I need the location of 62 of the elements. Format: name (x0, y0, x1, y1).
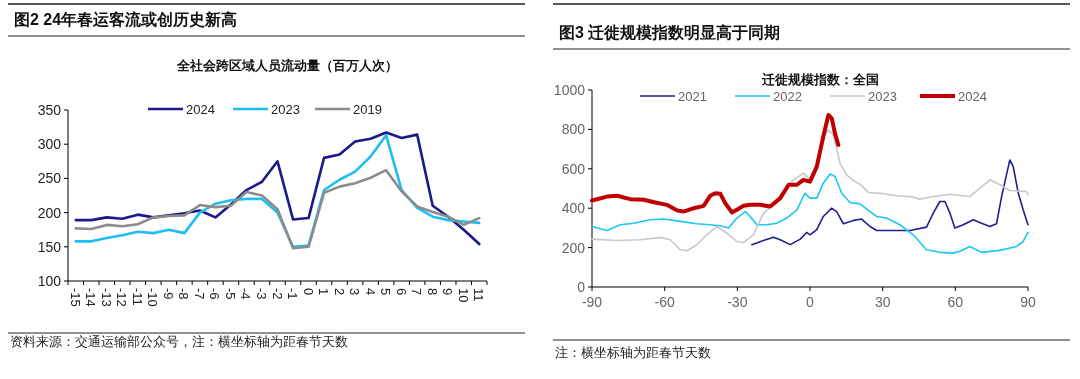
y-tick-label: 600 (561, 160, 586, 177)
x-tick-label: 30 (874, 294, 891, 310)
x-tick-label: -13 (98, 288, 114, 307)
y-tick-label: 150 (37, 238, 62, 255)
y-tick-label: 200 (561, 239, 586, 256)
x-tick-label: -2 (269, 288, 285, 300)
x-tick-label: 4 (362, 288, 378, 296)
x-tick-label: -6 (207, 288, 223, 300)
x-tick-label: -4 (238, 288, 254, 300)
line-series (591, 173, 1029, 254)
y-tick-label: 800 (561, 121, 586, 138)
x-tick-label: -12 (114, 288, 130, 307)
x-tick-label: 6 (393, 288, 409, 296)
x-tick-label: 1 (316, 288, 332, 296)
legend-label: 2019 (353, 102, 382, 117)
line-series (590, 113, 841, 215)
x-tick-label: -9 (160, 288, 176, 300)
x-tick-label: -60 (654, 294, 675, 310)
x-tick-label: -10 (145, 288, 161, 307)
x-tick-label: 5 (378, 288, 394, 296)
chart-title: 图2 24年春运客流或创历史新高 (14, 10, 238, 28)
x-tick-label: 2 (331, 288, 347, 296)
line-series (74, 168, 481, 250)
x-tick-label: 7 (409, 288, 425, 296)
text: 注：横坐标轴为距春节天数 (555, 345, 711, 360)
x-tick-label: 11 (471, 288, 487, 302)
x-tick-label: 3 (347, 288, 363, 296)
y-tick-label: 400 (561, 200, 586, 217)
legend-label: 2022 (773, 89, 802, 104)
x-tick-label: -8 (176, 288, 192, 300)
legend-label: 2024 (958, 89, 987, 104)
x-tick-label: -90 (581, 294, 603, 310)
x-tick-label: 9 (440, 288, 456, 296)
legend-label: 2021 (678, 89, 707, 104)
x-tick-label: -3 (253, 288, 269, 300)
x-tick-label: 8 (424, 288, 440, 296)
y-tick-label: 100 (37, 273, 62, 289)
y-tick-label: 350 (37, 102, 62, 118)
x-tick-label: 0 (300, 288, 316, 296)
text: 资料来源：交通运输部公众号，注：横坐标轴为距春节天数 (10, 334, 348, 349)
x-tick-label: -30 (727, 294, 748, 310)
x-tick-label: -11 (129, 288, 145, 306)
x-tick-label: 90 (1020, 294, 1036, 310)
y-tick-label: 250 (37, 170, 62, 187)
chart-subtitle: 全社会跨区域人员流动量（百万人次） (176, 58, 398, 73)
x-tick-label: -5 (222, 288, 238, 300)
x-tick-label: -7 (191, 288, 207, 300)
legend-label: 2024 (186, 102, 215, 117)
legend-label: 2023 (868, 89, 897, 104)
x-tick-label: 10 (455, 288, 471, 303)
line-series (751, 159, 1029, 246)
x-tick-label: 0 (806, 294, 815, 310)
x-tick-label: 60 (947, 294, 964, 310)
x-tick-label: -14 (83, 288, 99, 307)
chart-subtitle: 迁徙规模指数：全国 (760, 72, 879, 87)
chart-title: 图3 迁徙规模指数明显高于同期 (559, 23, 781, 41)
y-tick-label: 1000 (553, 82, 586, 98)
y-tick-label: 200 (37, 204, 62, 221)
x-tick-label: -15 (67, 288, 83, 307)
legend-label: 2023 (271, 102, 300, 117)
y-tick-label: 300 (37, 136, 62, 153)
x-tick-label: -1 (285, 288, 301, 300)
